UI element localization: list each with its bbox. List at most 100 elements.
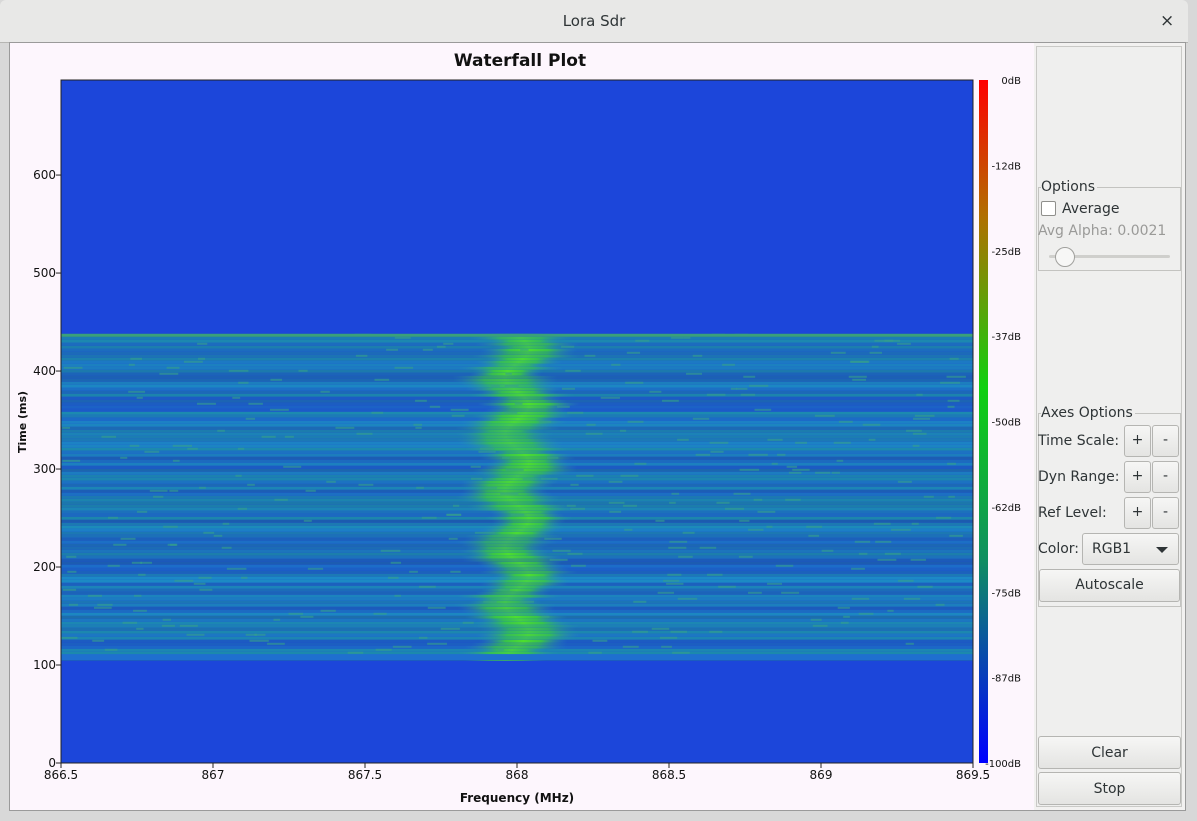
band-dash [748,453,768,456]
band-dash [633,600,647,603]
checkbox[interactable] [1041,201,1056,216]
signal-row [460,543,550,547]
signal-row [488,405,570,409]
group-title: Axes Options [1041,405,1135,421]
band-dash [307,567,324,570]
band-dash [567,552,583,555]
band-dash [661,645,672,648]
band-dash [217,429,225,432]
band-dash [520,348,529,351]
x-tick-label: 868 [506,768,529,782]
band-dash [502,456,510,459]
colorbar-label: -25dB [991,247,1021,258]
band-dash [107,564,120,567]
signal-row [466,504,571,508]
signal-row [479,456,576,460]
minus-button[interactable]: - [1152,497,1179,529]
band-dash [634,462,647,465]
signal-row [459,549,553,553]
signal-row [478,453,573,457]
band-dash [539,420,552,423]
band-dash [754,408,772,411]
checkbox-label[interactable]: Average [1062,201,1120,217]
band-dash [130,357,143,360]
band-dash [514,402,523,405]
band-dash [949,357,959,360]
band-dash [172,459,180,462]
band-dash [549,558,568,561]
band-dash [831,471,840,474]
band-dash [576,474,594,477]
band-dash [877,558,897,561]
band-dash [254,633,266,636]
minus-button[interactable]: - [1152,425,1179,457]
close-button[interactable]: × [1160,11,1175,31]
signal-row [485,450,559,454]
band-dash [452,504,460,507]
band-dash [571,564,586,567]
autoscale-button[interactable]: Autoscale [1039,569,1180,602]
band-dash [193,582,206,585]
color-dropdown[interactable]: RGB1 [1082,533,1179,565]
row-label: Ref Level: [1038,505,1107,521]
band-dash [187,447,198,450]
signal-row [478,531,556,535]
band-dash [910,558,926,561]
plus-button[interactable]: + [1124,461,1151,493]
signal-row [485,462,572,466]
band-dash [683,336,691,339]
band-dash [873,522,891,525]
band-dash [917,585,933,588]
band-dash [862,423,881,426]
band-dash [838,420,853,423]
band-dash [67,570,77,573]
y-tick-label: 600 [33,168,56,182]
band-dash [101,435,117,438]
signal-row [476,636,577,640]
band-dash [248,402,263,405]
signal-row [452,375,558,379]
band-dash [753,498,763,501]
plus-button[interactable]: + [1124,497,1151,529]
band-dash [609,510,622,513]
plus-button[interactable]: + [1124,425,1151,457]
band-dash [858,612,874,615]
clear-button[interactable]: Clear [1038,736,1181,769]
band-dash [199,486,206,489]
band-dash [740,393,756,396]
band-dash [429,405,441,408]
signal-row [475,591,550,595]
band-dash [144,450,160,453]
signal-row [465,612,560,616]
band-dash [541,477,558,480]
band-dash [671,336,684,339]
band-dash [237,507,248,510]
minus-button[interactable]: - [1152,461,1179,493]
band-dash [136,510,148,513]
band-dash [541,615,550,618]
band-dash [163,525,178,528]
signal-row [472,414,572,418]
band-dash [394,594,401,597]
band-dash [749,384,769,387]
stop-button[interactable]: Stop [1038,772,1181,805]
band-dash [446,513,462,516]
band-dash [335,426,355,429]
band-dash [623,504,637,507]
band-dash [733,492,751,495]
signal-row [464,615,568,619]
band-dash [138,573,146,576]
band-dash [167,543,177,546]
band-dash [837,606,850,609]
band-dash [632,630,648,633]
band-dash [245,417,256,420]
signal-row [479,570,578,574]
color-bar [979,80,988,763]
x-tick-label: 869 [810,768,833,782]
signal-row [479,639,568,643]
slider-handle[interactable] [1055,247,1075,267]
band-dash [136,396,143,399]
x-tick-label: 866.5 [44,768,78,782]
band-dash [386,348,399,351]
band-dash [62,588,77,591]
